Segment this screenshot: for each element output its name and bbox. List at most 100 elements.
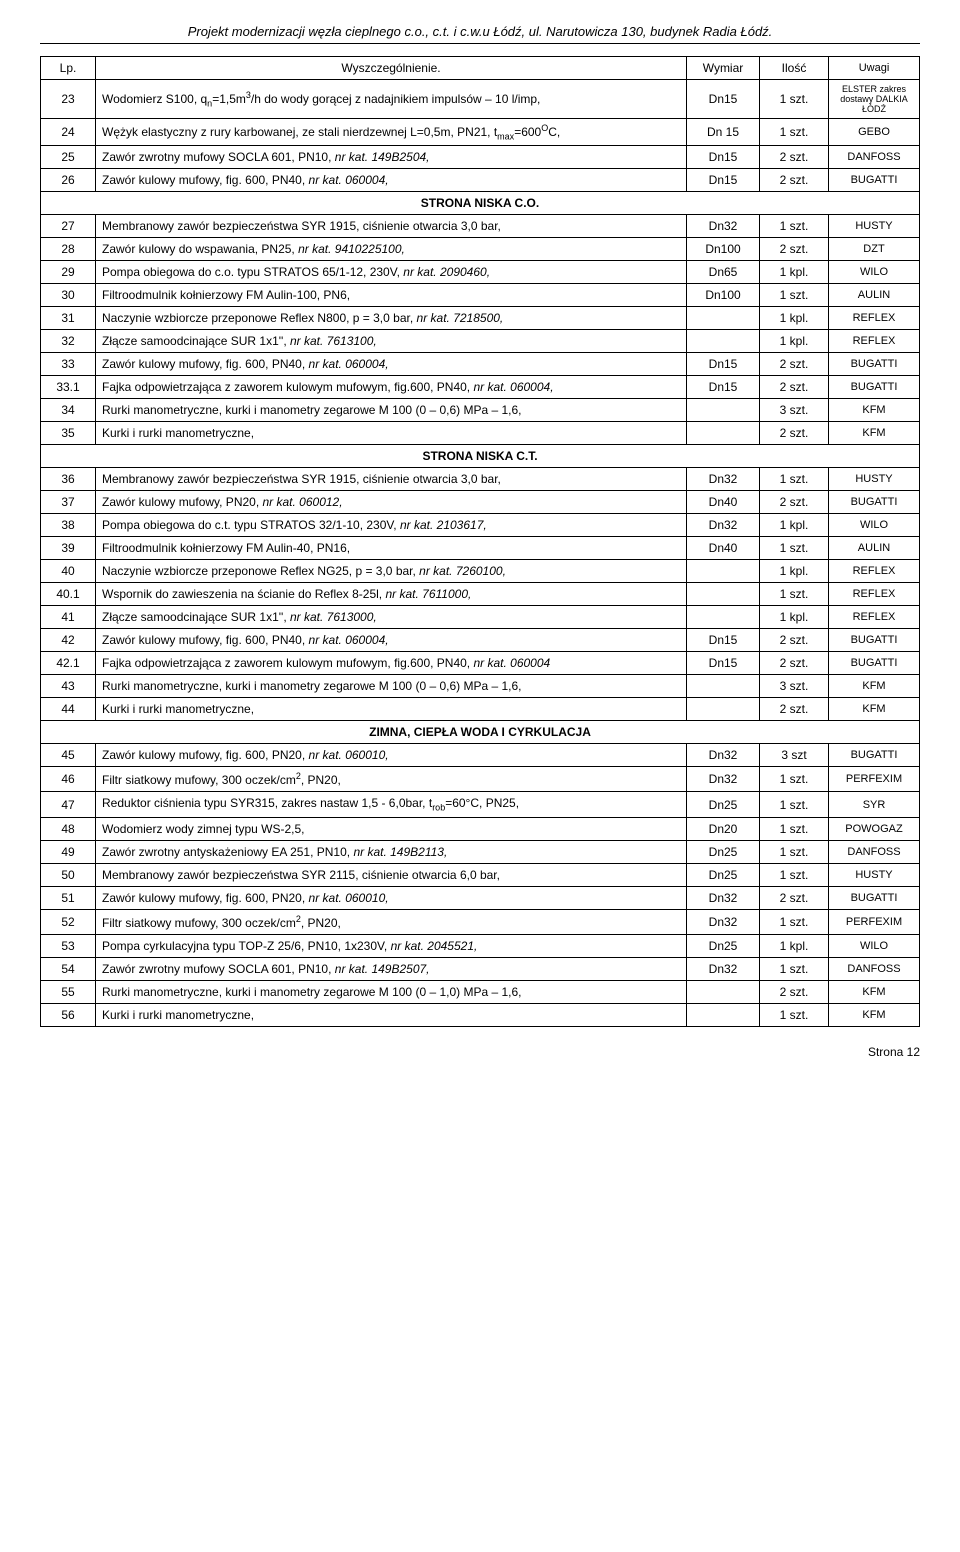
cell-dim: Dn15 xyxy=(687,146,760,169)
table-row: 29 Pompa obiegowa do c.o. typu STRATOS 6… xyxy=(41,261,920,284)
cell-lp: 33 xyxy=(41,353,96,376)
cell-dim: Dn32 xyxy=(687,514,760,537)
table-row: 46 Filtr siatkowy mufowy, 300 oczek/cm2,… xyxy=(41,767,920,792)
cell-rem: REFLEX xyxy=(829,330,920,353)
cell-rem: KFM xyxy=(829,675,920,698)
table-row: 41 Złącze samoodcinające SUR 1x1'', nr k… xyxy=(41,606,920,629)
cell-lp: 56 xyxy=(41,1003,96,1026)
cell-lp: 51 xyxy=(41,886,96,909)
cell-rem: HUSTY xyxy=(829,863,920,886)
cell-rem: HUSTY xyxy=(829,215,920,238)
cell-dim: Dn100 xyxy=(687,284,760,307)
table-row: 40 Naczynie wzbiorcze przeponowe Reflex … xyxy=(41,560,920,583)
cell-lp: 40.1 xyxy=(41,583,96,606)
cell-rem: BUGATTI xyxy=(829,169,920,192)
section-title: STRONA NISKA C.T. xyxy=(41,445,920,468)
cell-lp: 33.1 xyxy=(41,376,96,399)
cell-dim xyxy=(687,583,760,606)
cell-rem: KFM xyxy=(829,980,920,1003)
cell-qty: 3 szt xyxy=(760,744,829,767)
cell-desc: Pompa cyrkulacyjna typu TOP-Z 25/6, PN10… xyxy=(96,934,687,957)
table-row: 28 Zawór kulowy do wspawania, PN25, nr k… xyxy=(41,238,920,261)
cell-qty: 3 szt. xyxy=(760,399,829,422)
cell-qty: 1 szt. xyxy=(760,284,829,307)
cell-lp: 47 xyxy=(41,792,96,817)
cell-qty: 1 szt. xyxy=(760,119,829,146)
cell-lp: 32 xyxy=(41,330,96,353)
cell-lp: 43 xyxy=(41,675,96,698)
table-row: 39 Filtroodmulnik kołnierzowy FM Aulin-4… xyxy=(41,537,920,560)
cell-desc: Pompa obiegowa do c.t. typu STRATOS 32/1… xyxy=(96,514,687,537)
cell-rem: POWOGAZ xyxy=(829,817,920,840)
cell-lp: 48 xyxy=(41,817,96,840)
cell-qty: 1 szt. xyxy=(760,817,829,840)
cell-qty: 2 szt. xyxy=(760,980,829,1003)
cell-qty: 1 szt. xyxy=(760,909,829,934)
cell-qty: 2 szt. xyxy=(760,698,829,721)
cell-dim xyxy=(687,330,760,353)
cell-lp: 27 xyxy=(41,215,96,238)
cell-lp: 39 xyxy=(41,537,96,560)
cell-desc: Membranowy zawór bezpieczeństwa SYR 1915… xyxy=(96,468,687,491)
cell-qty: 1 szt. xyxy=(760,583,829,606)
cell-rem: WILO xyxy=(829,514,920,537)
cell-qty: 2 szt. xyxy=(760,422,829,445)
cell-dim: Dn15 xyxy=(687,629,760,652)
section-row: STRONA NISKA C.T. xyxy=(41,445,920,468)
cell-qty: 1 kpl. xyxy=(760,330,829,353)
table-row: 30 Filtroodmulnik kołnierzowy FM Aulin-1… xyxy=(41,284,920,307)
cell-qty: 1 szt. xyxy=(760,863,829,886)
cell-qty: 1 szt. xyxy=(760,468,829,491)
cell-rem: SYR xyxy=(829,792,920,817)
cell-dim: Dn25 xyxy=(687,863,760,886)
cell-desc: Rurki manometryczne, kurki i manometry z… xyxy=(96,675,687,698)
col-rem: Uwagi xyxy=(829,57,920,80)
col-dim: Wymiar xyxy=(687,57,760,80)
cell-desc: Kurki i rurki manometryczne, xyxy=(96,698,687,721)
cell-lp: 49 xyxy=(41,840,96,863)
table-row: 45 Zawór kulowy mufowy, fig. 600, PN20, … xyxy=(41,744,920,767)
cell-qty: 1 kpl. xyxy=(760,560,829,583)
table-header-row: Lp. Wyszczególnienie. Wymiar Ilość Uwagi xyxy=(41,57,920,80)
cell-dim: Dn25 xyxy=(687,934,760,957)
cell-rem: DANFOSS xyxy=(829,146,920,169)
cell-dim xyxy=(687,980,760,1003)
cell-desc: Zawór kulowy mufowy, fig. 600, PN40, nr … xyxy=(96,629,687,652)
cell-desc: Złącze samoodcinające SUR 1x1'', nr kat.… xyxy=(96,330,687,353)
cell-qty: 2 szt. xyxy=(760,169,829,192)
cell-lp: 55 xyxy=(41,980,96,1003)
table-row: 44 Kurki i rurki manometryczne, 2 szt. K… xyxy=(41,698,920,721)
cell-lp: 50 xyxy=(41,863,96,886)
page-footer: Strona 12 xyxy=(40,1045,920,1059)
cell-rem: AULIN xyxy=(829,537,920,560)
cell-rem: KFM xyxy=(829,1003,920,1026)
cell-dim: Dn40 xyxy=(687,537,760,560)
cell-rem: BUGATTI xyxy=(829,744,920,767)
cell-qty: 1 szt. xyxy=(760,215,829,238)
cell-rem: REFLEX xyxy=(829,307,920,330)
cell-dim: Dn32 xyxy=(687,957,760,980)
cell-rem: KFM xyxy=(829,422,920,445)
cell-lp: 26 xyxy=(41,169,96,192)
table-row: 31 Naczynie wzbiorcze przeponowe Reflex … xyxy=(41,307,920,330)
cell-desc: Rurki manometryczne, kurki i manometry z… xyxy=(96,980,687,1003)
cell-lp: 29 xyxy=(41,261,96,284)
cell-rem: BUGATTI xyxy=(829,353,920,376)
cell-rem: DANFOSS xyxy=(829,840,920,863)
cell-dim: Dn100 xyxy=(687,238,760,261)
cell-lp: 30 xyxy=(41,284,96,307)
cell-rem: BUGATTI xyxy=(829,376,920,399)
cell-desc: Wspornik do zawieszenia na ścianie do Re… xyxy=(96,583,687,606)
table-row: 26 Zawór kulowy mufowy, fig. 600, PN40, … xyxy=(41,169,920,192)
table-row: 27 Membranowy zawór bezpieczeństwa SYR 1… xyxy=(41,215,920,238)
cell-dim: Dn 15 xyxy=(687,119,760,146)
cell-rem: BUGATTI xyxy=(829,629,920,652)
cell-lp: 46 xyxy=(41,767,96,792)
table-row: 51 Zawór kulowy mufowy, fig. 600, PN20, … xyxy=(41,886,920,909)
cell-desc: Zawór kulowy do wspawania, PN25, nr kat.… xyxy=(96,238,687,261)
cell-qty: 2 szt. xyxy=(760,238,829,261)
cell-lp: 23 xyxy=(41,80,96,119)
cell-qty: 1 kpl. xyxy=(760,934,829,957)
cell-desc: Naczynie wzbiorcze przeponowe Reflex N80… xyxy=(96,307,687,330)
section-row: STRONA NISKA C.O. xyxy=(41,192,920,215)
